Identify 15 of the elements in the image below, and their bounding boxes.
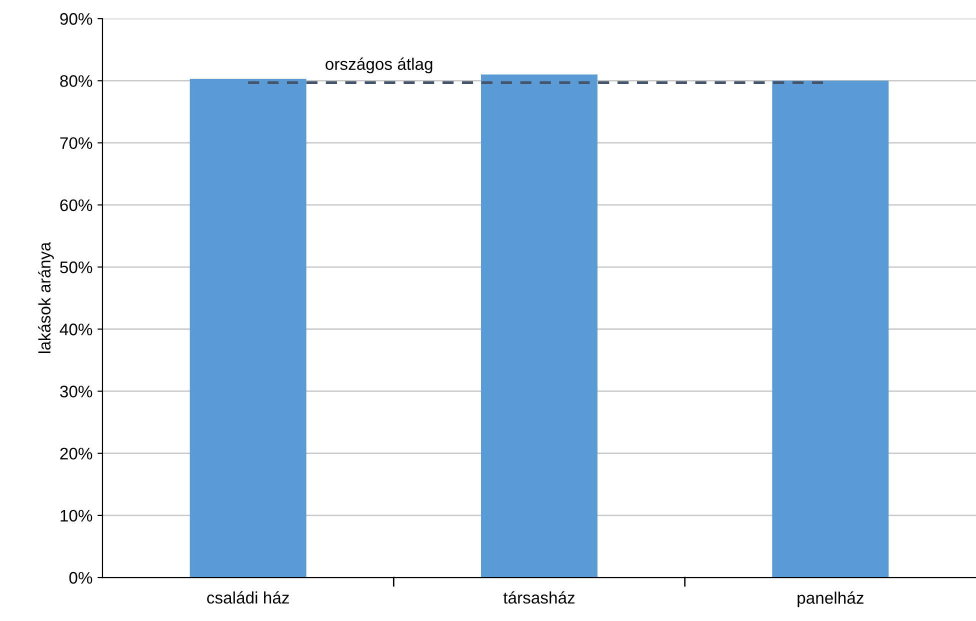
y-tick-label: 50%: [60, 261, 92, 274]
y-tick-label: 40%: [60, 324, 92, 336]
y-tick-label: 90%: [60, 13, 92, 25]
y-tick-label: 10%: [60, 510, 92, 522]
y-tick-label: 60%: [60, 199, 92, 212]
y-tick-label: 80%: [60, 75, 92, 87]
x-tick-label: társasház: [503, 591, 575, 604]
ref-line-label: országos átlag: [326, 58, 432, 74]
y-tick-label: 20%: [60, 448, 92, 460]
y-axis-title: lakások aránya: [38, 242, 54, 354]
y-tick-label: 70%: [60, 137, 92, 150]
y-tick-label: 0%: [69, 572, 92, 584]
x-tick-label: panelház: [798, 591, 864, 608]
y-tick-label: 30%: [60, 386, 92, 398]
x-tick-label: családi ház: [207, 591, 289, 604]
